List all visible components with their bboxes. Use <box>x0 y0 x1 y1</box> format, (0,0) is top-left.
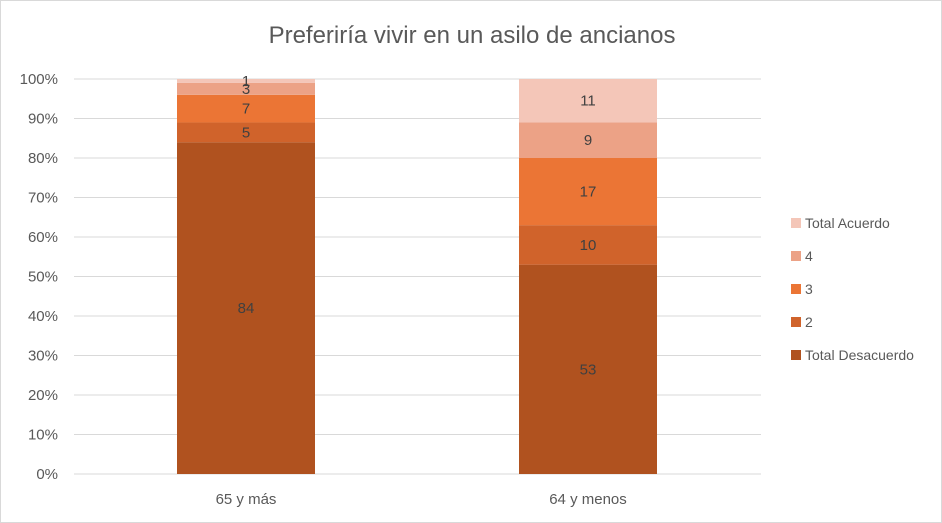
legend: Total Acuerdo 4 3 2 Total Desacuerdo <box>791 215 914 363</box>
y-tick-label: 80% <box>28 150 58 167</box>
data-label: 53 <box>580 361 597 378</box>
legend-swatch <box>791 284 801 294</box>
bar-segment <box>177 122 315 143</box>
legend-label: 4 <box>805 248 813 264</box>
data-label: 1 <box>242 73 250 90</box>
data-label: 10 <box>580 237 597 254</box>
data-label: 5 <box>242 124 250 141</box>
bar-segment <box>177 94 315 123</box>
x-tick-label: 65 y más <box>216 491 277 508</box>
chart-title: Preferiría vivir en un asilo de ancianos <box>269 22 676 49</box>
y-tick-label: 30% <box>28 348 58 365</box>
bar-segment <box>519 264 657 474</box>
legend-item: Total Desacuerdo <box>791 347 914 363</box>
legend-label: Total Desacuerdo <box>805 347 914 363</box>
data-label: 11 <box>580 93 596 110</box>
bar-segment <box>519 122 657 158</box>
legend-item: Total Acuerdo <box>791 215 890 231</box>
y-tick-label: 70% <box>28 190 58 207</box>
bar-segment <box>519 225 657 265</box>
legend-label: Total Acuerdo <box>805 215 890 231</box>
y-axis-ticks: 0% 10% 20% 30% 40% 50% 60% 70% 80% 90% 100% <box>20 71 58 483</box>
bar-segment <box>177 82 315 95</box>
bar-segment <box>177 79 315 83</box>
y-tick-label: 10% <box>28 427 58 444</box>
legend-item: 2 <box>791 314 813 330</box>
y-tick-label: 40% <box>28 308 58 325</box>
legend-label: 2 <box>805 314 813 330</box>
y-tick-label: 60% <box>28 229 58 246</box>
data-label: 9 <box>584 132 592 149</box>
y-tick-label: 100% <box>20 71 58 88</box>
bar-segment <box>177 142 315 474</box>
legend-label: 3 <box>805 281 813 297</box>
data-label: 84 <box>238 300 255 317</box>
legend-swatch <box>791 218 801 228</box>
legend-item: 3 <box>791 281 813 297</box>
bar-segment <box>519 79 657 123</box>
x-tick-label: 64 y menos <box>549 491 627 508</box>
legend-swatch <box>791 317 801 327</box>
legend-swatch <box>791 251 801 261</box>
legend-swatch <box>791 350 801 360</box>
y-tick-label: 20% <box>28 387 58 404</box>
legend-item: 4 <box>791 248 813 264</box>
data-label: 3 <box>242 81 250 98</box>
data-label: 17 <box>580 184 597 201</box>
y-tick-label: 90% <box>28 111 58 128</box>
bars: 84 5 7 31 53 10 17 9 11 <box>177 73 657 474</box>
data-label: 7 <box>242 101 250 118</box>
y-tick-label: 50% <box>28 269 58 286</box>
bar-segment <box>519 158 657 226</box>
x-axis-ticks: 65 y más 64 y menos <box>216 491 627 508</box>
y-tick-label: 0% <box>36 466 58 483</box>
